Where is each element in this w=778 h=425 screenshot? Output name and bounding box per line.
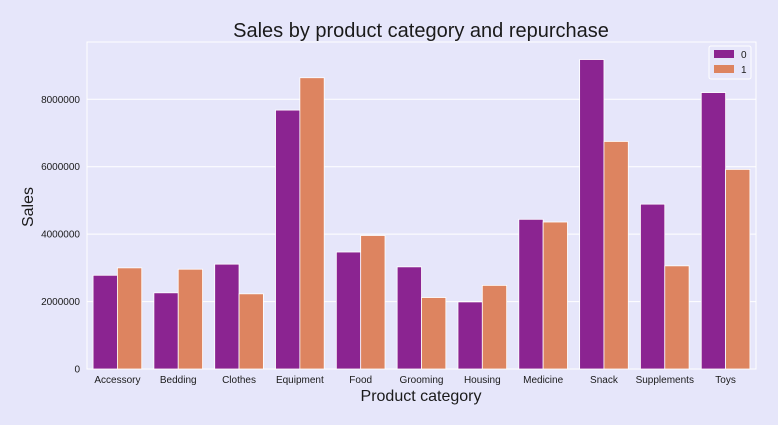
y-tick-label: 6000000 — [41, 162, 80, 173]
bar-medicine-series-1 — [542, 221, 568, 370]
legend-label-series-1: 1 — [741, 65, 747, 76]
x-tick-label-food: Food — [349, 375, 372, 386]
bar-accessory-series-0 — [92, 274, 118, 370]
y-tick-label: 8000000 — [41, 95, 80, 106]
bar-accessory-series-1 — [117, 267, 143, 370]
x-tick-label-toys: Toys — [715, 375, 736, 386]
bar-supplements-series-1 — [664, 265, 690, 370]
bar-grooming-series-1 — [421, 297, 447, 370]
bar-housing-series-0 — [457, 301, 483, 370]
x-tick-label-housing: Housing — [464, 375, 501, 386]
bar-food-series-0 — [335, 251, 362, 370]
bar-equipment-series-0 — [275, 109, 301, 370]
chart-title: Sales by product category and repurchase — [233, 20, 609, 42]
bar-snack-series-0 — [579, 59, 605, 370]
bar-toys-series-0 — [700, 92, 726, 370]
legend-label-series-0: 0 — [741, 50, 747, 61]
legend-swatch-series-0 — [714, 50, 734, 58]
bar-housing-series-1 — [481, 284, 508, 370]
x-tick-label-medicine: Medicine — [523, 375, 563, 386]
y-tick-label: 4000000 — [41, 230, 80, 241]
bar-clothes-series-0 — [214, 263, 240, 370]
x-tick-label-accessory: Accessory — [94, 375, 140, 386]
bar-toys-series-1 — [725, 169, 751, 370]
y-tick-labels: 0 2000000 4000000 6000000 8000000 — [41, 95, 80, 376]
y-axis-label: Sales — [20, 187, 37, 227]
bar-bedding-series-0 — [153, 292, 179, 370]
x-tick-labels: Accessory Bedding Clothes Equipment Food Groo… — [94, 375, 736, 386]
legend: 0 1 — [708, 45, 752, 80]
x-tick-label-supplements: Supplements — [636, 375, 694, 386]
bar-grooming-series-0 — [396, 266, 422, 370]
bar-snack-series-1 — [603, 141, 629, 370]
y-tick-label: 0 — [74, 365, 80, 376]
x-tick-label-clothes: Clothes — [222, 375, 256, 386]
bar-clothes-series-1 — [238, 293, 264, 370]
x-axis-label: Product category — [361, 388, 482, 405]
x-tick-label-grooming: Grooming — [400, 375, 444, 386]
legend-swatch-series-1 — [714, 65, 734, 73]
bar-bedding-series-1 — [177, 268, 203, 370]
x-tick-label-equipment: Equipment — [276, 375, 324, 386]
y-tick-label: 2000000 — [41, 297, 80, 308]
x-tick-label-snack: Snack — [590, 375, 619, 386]
bar-supplements-series-0 — [640, 203, 666, 370]
x-tick-label-bedding: Bedding — [160, 375, 197, 386]
bars — [92, 59, 751, 370]
bar-equipment-series-1 — [299, 77, 325, 370]
bar-food-series-1 — [360, 235, 386, 370]
bar-medicine-series-0 — [518, 218, 544, 370]
